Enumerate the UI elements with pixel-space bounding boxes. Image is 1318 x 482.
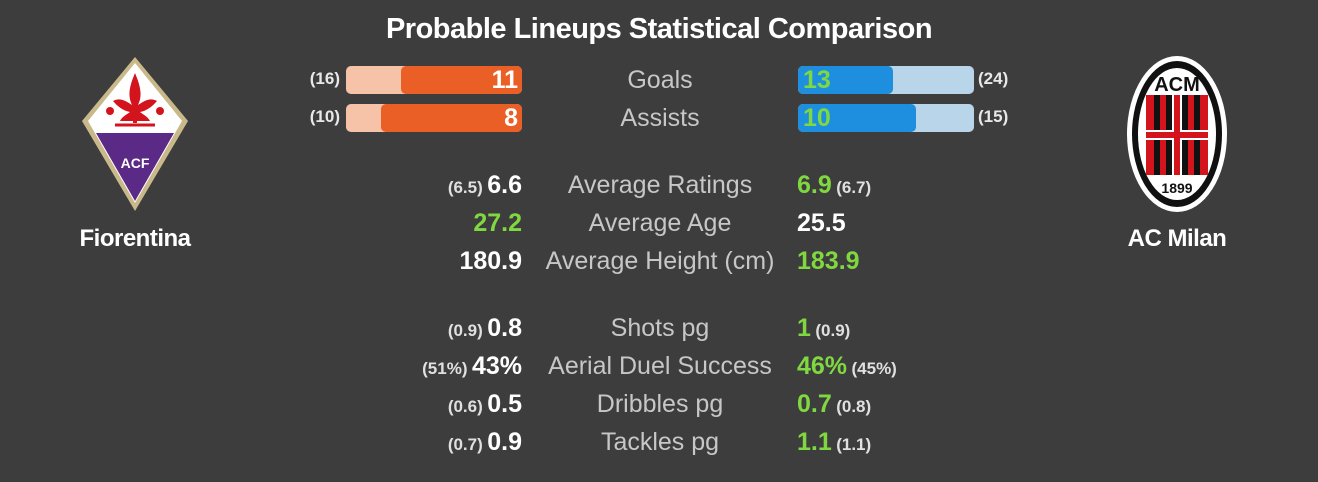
- away-assists-bar-fill: [798, 104, 916, 132]
- home-goals-bar-fill: [400, 66, 522, 94]
- stat-row-average-ratings: (6.5) 6.6 Average Ratings 6.9 (6.7): [0, 168, 1318, 202]
- home-stat-value: 0.5: [487, 390, 522, 418]
- stat-label: Average Height (cm): [545, 247, 775, 275]
- home-team[interactable]: ACF Fiorentina: [35, 55, 235, 253]
- assists-row: (10) 8 Assists 10 (15): [0, 103, 1318, 133]
- away-team-name: AC Milan: [1127, 225, 1227, 252]
- crest-text-away-top: ACM: [1154, 74, 1200, 96]
- home-stat-sub: (51%): [422, 359, 468, 378]
- fiorentina-crest-icon: ACF: [82, 57, 188, 211]
- home-goals-bar: 11: [346, 66, 522, 94]
- home-stat-sub: (6.5): [447, 178, 483, 197]
- away-stat-sub: (1.1): [836, 435, 872, 454]
- away-goals-value: 13: [803, 66, 831, 94]
- assists-label: Assists: [620, 104, 700, 132]
- away-stat-sub: (0.8): [836, 397, 872, 416]
- goals-row: (16) 11 Goals 13 (24): [0, 65, 1318, 95]
- stat-row-average-age: 27.2 Average Age 25.5: [0, 206, 1318, 240]
- goals-label: Goals: [627, 66, 693, 94]
- home-stat-value: 180.9: [459, 247, 522, 275]
- home-stat-sub: (0.6): [447, 397, 483, 416]
- stat-row-tackles: (0.7) 0.9 Tackles pg 1.1 (1.1): [0, 425, 1318, 459]
- away-team[interactable]: ACM 1899 AC Milan: [1077, 55, 1277, 253]
- away-stat-sub: (45%): [851, 359, 897, 378]
- away-stat-value: 1: [797, 314, 811, 342]
- stat-label: Average Ratings: [567, 171, 753, 199]
- away-stat-sub: (6.7): [836, 178, 872, 197]
- home-stat-value: 43%: [471, 352, 522, 380]
- stat-label: Tackles pg: [600, 428, 720, 456]
- home-stat-value: 6.6: [487, 171, 522, 199]
- home-assists-bar-fill: [381, 104, 522, 132]
- home-stat-value: 27.2: [473, 209, 522, 237]
- page-title: Probable Lineups Statistical Comparison: [385, 13, 933, 45]
- ac-milan-crest-icon: ACM 1899: [1127, 56, 1227, 212]
- home-assists-season: (10): [309, 107, 340, 126]
- home-team-name: Fiorentina: [79, 225, 191, 252]
- away-goals-season: (24): [978, 69, 1009, 88]
- away-stat-value: 46%: [797, 352, 848, 380]
- home-stat-value: 0.9: [487, 428, 522, 456]
- away-stat-value: 0.7: [797, 390, 832, 418]
- home-goals-value: 11: [491, 66, 518, 94]
- away-goals-bar-fill: [798, 66, 894, 94]
- away-stat-value: 183.9: [797, 247, 860, 275]
- home-stat-value: 0.8: [487, 314, 522, 342]
- stat-label: Shots pg: [610, 314, 710, 342]
- crest-text-home: ACF: [121, 155, 150, 171]
- stat-row-average-height: 180.9 Average Height (cm) 183.9: [0, 244, 1318, 278]
- home-stat-sub: (0.7): [447, 435, 483, 454]
- stat-label: Average Age: [588, 209, 732, 237]
- stat-label: Dribbles pg: [596, 390, 724, 418]
- away-stat-value: 6.9: [797, 171, 832, 199]
- stat-row-shots: (0.9) 0.8 Shots pg 1 (0.9): [0, 311, 1318, 345]
- away-assists-value: 10: [803, 104, 831, 132]
- home-assists-value: 8: [504, 104, 518, 132]
- away-stat-sub: (0.9): [815, 321, 851, 340]
- home-stat-sub: (0.9): [447, 321, 483, 340]
- stat-row-aerial-duel: (51%) 43% Aerial Duel Success 46% (45%): [0, 349, 1318, 383]
- stat-label: Aerial Duel Success: [548, 352, 772, 380]
- away-assists-season: (15): [978, 107, 1009, 126]
- home-goals-season: (16): [309, 69, 340, 88]
- away-stat-value: 25.5: [797, 209, 846, 237]
- crest-text-away-bottom: 1899: [1161, 180, 1192, 196]
- away-goals-bar: 13: [798, 66, 974, 94]
- away-stat-value: 1.1: [797, 428, 832, 456]
- away-assists-bar: 10: [798, 104, 974, 132]
- home-assists-bar: 8: [346, 104, 522, 132]
- stat-row-dribbles: (0.6) 0.5 Dribbles pg 0.7 (0.8): [0, 387, 1318, 421]
